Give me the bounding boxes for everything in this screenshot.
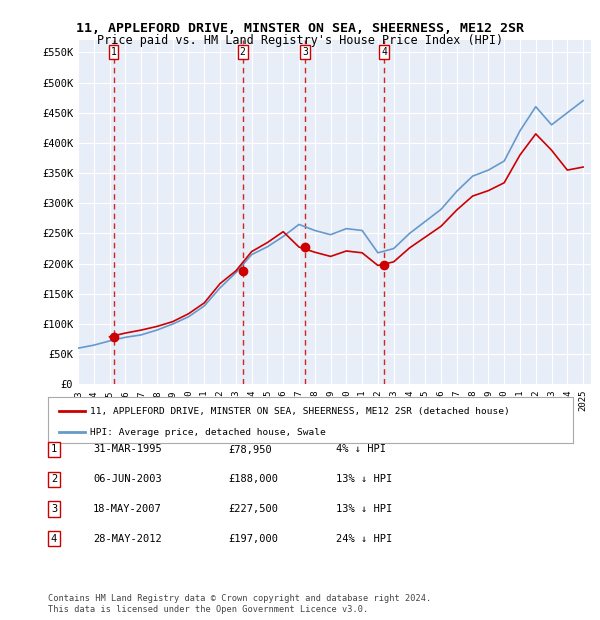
Text: 1: 1 bbox=[110, 47, 116, 57]
Text: 3: 3 bbox=[51, 504, 57, 514]
Text: £227,500: £227,500 bbox=[228, 504, 278, 514]
Text: 2: 2 bbox=[239, 47, 245, 57]
Text: £78,950: £78,950 bbox=[228, 445, 272, 454]
Text: 4: 4 bbox=[382, 47, 388, 57]
Text: 2: 2 bbox=[51, 474, 57, 484]
Text: £197,000: £197,000 bbox=[228, 534, 278, 544]
Text: 11, APPLEFORD DRIVE, MINSTER ON SEA, SHEERNESS, ME12 2SR: 11, APPLEFORD DRIVE, MINSTER ON SEA, SHE… bbox=[76, 22, 524, 35]
Text: 06-JUN-2003: 06-JUN-2003 bbox=[93, 474, 162, 484]
Text: Price paid vs. HM Land Registry's House Price Index (HPI): Price paid vs. HM Land Registry's House … bbox=[97, 34, 503, 47]
Text: 1: 1 bbox=[51, 445, 57, 454]
Text: 3: 3 bbox=[302, 47, 308, 57]
Text: 31-MAR-1995: 31-MAR-1995 bbox=[93, 445, 162, 454]
Text: 24% ↓ HPI: 24% ↓ HPI bbox=[336, 534, 392, 544]
Text: 13% ↓ HPI: 13% ↓ HPI bbox=[336, 504, 392, 514]
Text: 13% ↓ HPI: 13% ↓ HPI bbox=[336, 474, 392, 484]
Text: 18-MAY-2007: 18-MAY-2007 bbox=[93, 504, 162, 514]
Text: 4: 4 bbox=[51, 534, 57, 544]
Text: £188,000: £188,000 bbox=[228, 474, 278, 484]
Text: HPI: Average price, detached house, Swale: HPI: Average price, detached house, Swal… bbox=[90, 428, 326, 437]
Text: 11, APPLEFORD DRIVE, MINSTER ON SEA, SHEERNESS, ME12 2SR (detached house): 11, APPLEFORD DRIVE, MINSTER ON SEA, SHE… bbox=[90, 407, 510, 416]
Text: 4% ↓ HPI: 4% ↓ HPI bbox=[336, 445, 386, 454]
Text: 28-MAY-2012: 28-MAY-2012 bbox=[93, 534, 162, 544]
Text: Contains HM Land Registry data © Crown copyright and database right 2024.
This d: Contains HM Land Registry data © Crown c… bbox=[48, 595, 431, 614]
